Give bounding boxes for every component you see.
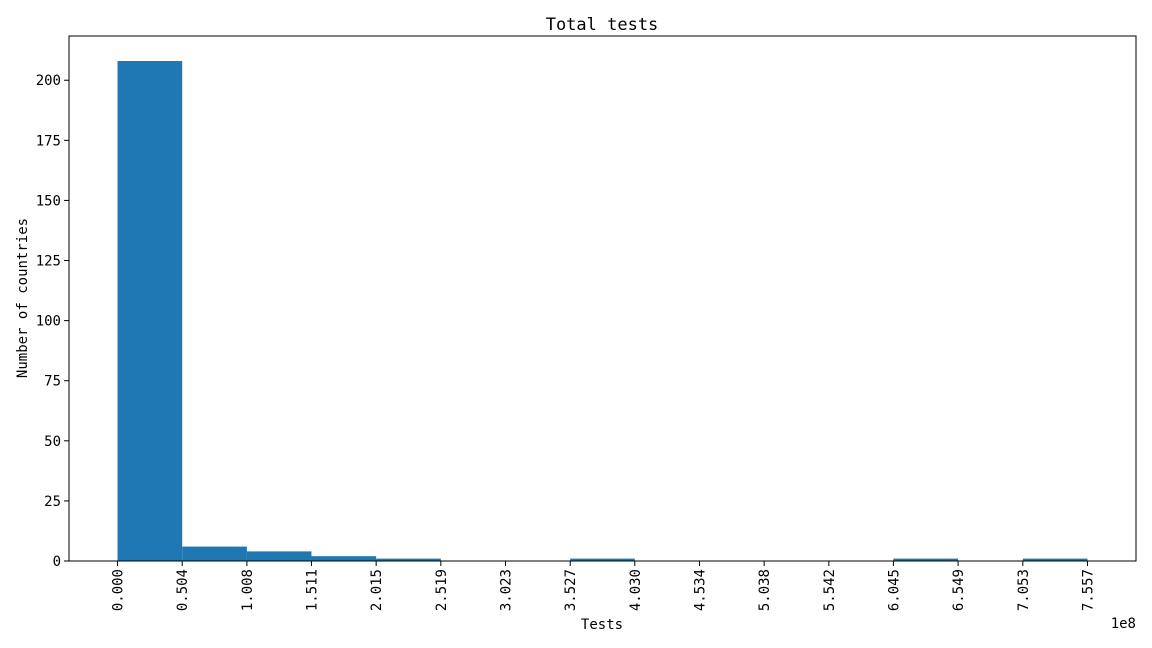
x-tick-label: 1.008: [240, 569, 256, 611]
x-axis-scale-label: 1e8: [1111, 616, 1136, 632]
x-axis-label: Tests: [581, 617, 623, 633]
x-tick-label: 3.527: [563, 569, 579, 611]
histogram-bar: [376, 558, 441, 561]
y-tick-label: 25: [44, 494, 61, 510]
y-tick-label: 0: [53, 554, 61, 570]
bars-group: [117, 61, 1088, 561]
x-tick-label: 0.504: [175, 569, 191, 611]
y-tick-label: 50: [44, 434, 61, 450]
x-tick-label: 3.023: [499, 569, 515, 611]
y-tick-label: 200: [36, 73, 61, 89]
x-tick-label: 4.534: [692, 569, 708, 611]
histogram-bar: [182, 546, 247, 561]
x-axis: 0.000 0.504 1.008 1.511 2.015 2.519 3.023 3.527…: [111, 561, 1096, 611]
x-tick-label: 0.000: [111, 569, 127, 611]
y-tick-label: 175: [36, 133, 61, 149]
x-tick-label: 5.038: [757, 569, 773, 611]
histogram-bar: [117, 61, 183, 561]
x-tick-label: 6.549: [951, 569, 967, 611]
y-tick-label: 100: [36, 314, 61, 330]
histogram-bar: [311, 556, 377, 561]
x-tick-label: 7.053: [1016, 569, 1032, 611]
y-axis-label: Number of countries: [15, 218, 31, 378]
y-axis: 0 25 50 75 100 125 150 175 200: [36, 73, 69, 570]
histogram-bar: [1022, 558, 1088, 561]
x-tick-label: 6.045: [886, 569, 902, 611]
x-tick-label: 5.542: [822, 569, 838, 611]
y-tick-label: 125: [36, 254, 61, 270]
x-tick-label: 7.557: [1080, 569, 1096, 611]
y-tick-label: 75: [44, 374, 61, 390]
x-tick-label: 4.030: [628, 569, 644, 611]
plot-frame: [68, 35, 1137, 562]
x-tick-label: 1.511: [304, 569, 320, 611]
histogram-bar: [893, 558, 959, 561]
y-tick-label: 150: [36, 193, 61, 209]
chart-title: Total tests: [546, 15, 659, 35]
x-tick-label: 2.519: [434, 569, 450, 611]
histogram-bar: [246, 551, 312, 561]
x-tick-label: 2.015: [369, 569, 385, 611]
histogram-bar: [570, 558, 635, 561]
